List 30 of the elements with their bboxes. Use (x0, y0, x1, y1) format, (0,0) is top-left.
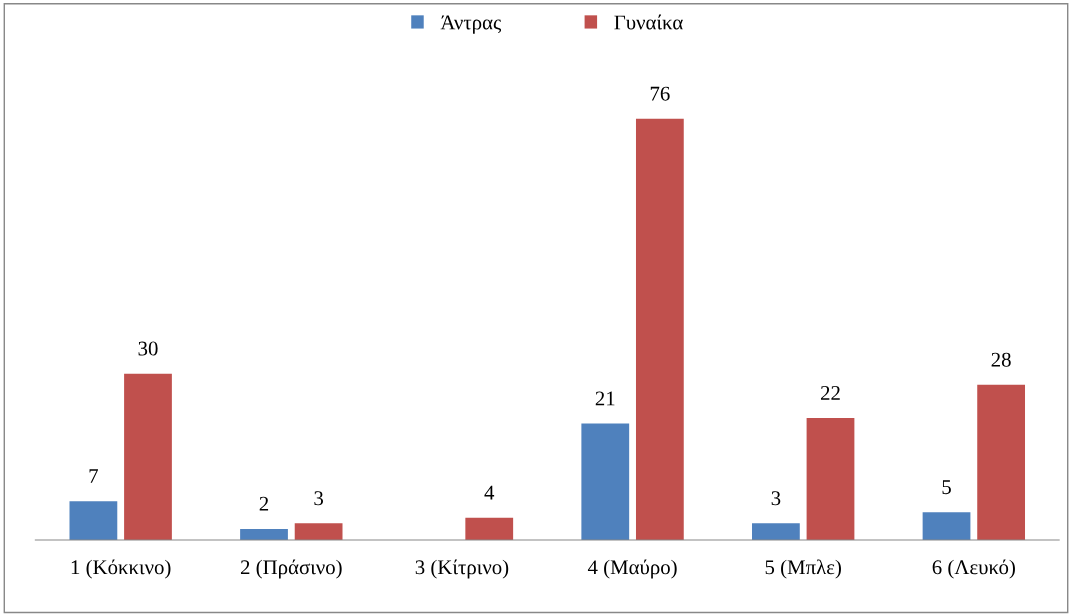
x-tick-label: 4 (Μαύρο) (587, 559, 677, 579)
bar (977, 384, 1026, 540)
data-label: 3 (314, 491, 324, 506)
data-label: 4 (484, 485, 495, 500)
bar (922, 512, 971, 540)
bar (581, 423, 630, 540)
data-label: 21 (595, 391, 615, 406)
bar (465, 517, 514, 540)
data-label: 2 (259, 496, 269, 511)
bar (294, 523, 343, 540)
data-label: 30 (138, 341, 158, 356)
legend-label: Γυναίκα (614, 14, 683, 30)
data-label: 5 (942, 480, 951, 495)
bar (635, 118, 684, 540)
data-label: 7 (89, 469, 98, 483)
data-label: 22 (820, 385, 840, 400)
x-tick-label: 3 (Κίτρινο) (415, 559, 509, 579)
legend-label: Άντρας (440, 15, 502, 34)
data-label: 28 (991, 352, 1011, 367)
data-label: 3 (771, 491, 781, 506)
x-tick-label: 6 (Λευκό) (932, 559, 1015, 579)
x-tick-label: 1 (Κόκκινο) (71, 559, 171, 579)
x-tick-label: 2 (Πράσινο) (240, 559, 342, 579)
bar (752, 523, 800, 540)
data-label: 76 (650, 86, 670, 101)
bar (240, 528, 288, 540)
bar (806, 418, 855, 540)
bar (124, 373, 172, 540)
x-tick-label: 5 (Μπλε) (765, 559, 841, 579)
bar (69, 501, 118, 540)
